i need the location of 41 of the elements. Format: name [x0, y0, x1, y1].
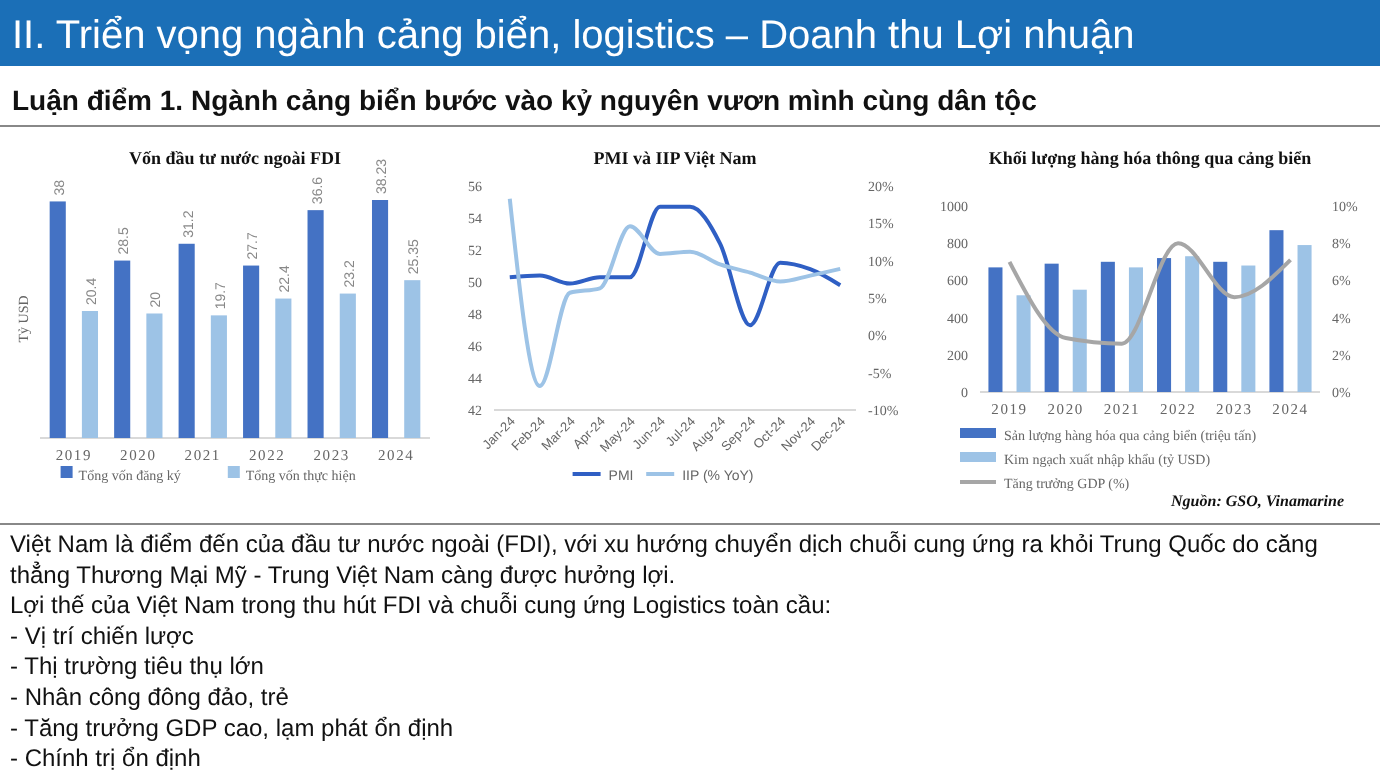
bar — [243, 265, 260, 438]
text: - Thị trường tiêu thụ lớn — [10, 652, 264, 681]
bar — [1213, 261, 1228, 392]
text: Lợi thế của Việt Nam trong thu hút FDI và chuỗi cung ứng Logistics toàn cầu: — [10, 591, 832, 620]
bar — [988, 267, 1003, 392]
bar — [404, 280, 421, 438]
bar — [1016, 295, 1031, 392]
bar — [1072, 289, 1087, 392]
bar — [146, 313, 163, 438]
text: - Nhân công đông đảo, trẻ — [10, 683, 290, 711]
bar — [49, 201, 66, 438]
line-series — [1007, 241, 1293, 346]
text: thẳng Thương Mại Mỹ - Trung Việt Nam càng được hưởng lợi. — [10, 560, 676, 589]
bar — [178, 243, 195, 438]
bar — [81, 311, 99, 438]
bar — [1100, 261, 1115, 392]
line-series — [507, 196, 843, 389]
bar — [1044, 263, 1059, 392]
text: - Tăng trưởng GDP cao, lạm phát ổn định — [10, 713, 454, 742]
text: II. Triển vọng ngành cảng biển, logistics – Doanh thu Lợi nhuận — [12, 14, 1135, 58]
text: - Chính trị ổn định — [10, 744, 201, 773]
text: - Vị trí chiến lược — [10, 621, 194, 650]
bar — [114, 260, 131, 438]
bar — [275, 298, 292, 438]
bar — [339, 293, 356, 438]
bar — [1269, 230, 1284, 392]
text: Luận điểm 1. Ngành cảng biển bước vào kỷ nguyên vươn mình cùng dân tộc — [12, 84, 1038, 116]
chart-title: Khối lượng hàng hóa thông qua cảng biển — [988, 148, 1312, 168]
chart-title: PMI và IIP Việt Nam — [593, 148, 758, 168]
bar — [1297, 245, 1312, 392]
bar — [210, 315, 227, 438]
bar — [1157, 258, 1172, 392]
line-series — [507, 204, 843, 328]
bar — [371, 200, 389, 438]
text: Việt Nam là điểm đến của đầu tư nước ngoài (FDI), với xu hướng chuyển dịch chuỗi cung ứng ra khỏi Trung Quốc do căng — [10, 530, 1318, 558]
text: Nguồn: GSO, Vinamarine — [1169, 492, 1345, 510]
chart-title: Vốn đầu tư nước ngoài FDI — [128, 148, 343, 168]
bar — [1241, 265, 1256, 392]
bar — [307, 210, 324, 438]
bar — [1128, 267, 1143, 392]
bar — [1185, 256, 1200, 392]
